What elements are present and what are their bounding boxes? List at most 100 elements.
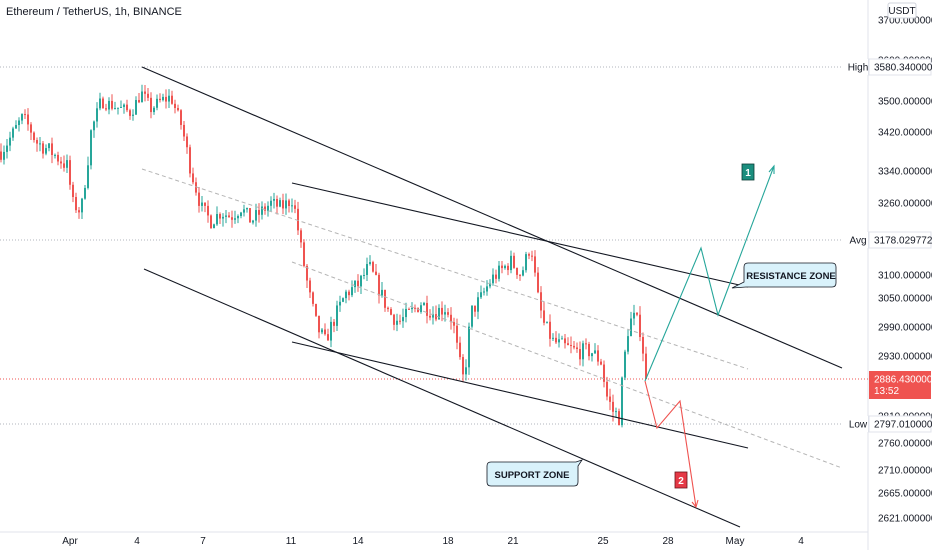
candle-body: [624, 351, 626, 378]
candle-body: [45, 148, 47, 154]
candle: [372, 260, 374, 273]
avg-tag-bg: [843, 232, 868, 249]
candle: [123, 103, 125, 114]
candle: [120, 100, 122, 108]
candle: [375, 263, 377, 276]
scenario-2-badge-bg: [674, 471, 688, 489]
price-tick-label: 3050.000000: [878, 294, 932, 305]
candle: [255, 203, 257, 227]
candle-body: [192, 173, 194, 183]
candle-body: [348, 291, 350, 296]
candle-body: [336, 305, 338, 326]
candle-body: [120, 106, 122, 108]
candle: [15, 120, 17, 129]
candle: [240, 211, 242, 219]
candle-body: [339, 301, 341, 306]
candle-body: [279, 200, 281, 207]
candle: [480, 285, 482, 300]
candle-body: [69, 160, 71, 185]
candle-body: [372, 262, 374, 272]
candle: [60, 156, 62, 169]
candle: [0, 143, 2, 163]
candle: [12, 126, 14, 141]
bullish-projection-path[interactable]: [644, 165, 775, 382]
avg-marker[interactable]: Avg 3178.029772: [843, 231, 932, 249]
candle-body: [498, 265, 500, 279]
candle-body: [369, 262, 371, 265]
candle: [429, 309, 431, 321]
candle-body: [264, 206, 266, 211]
candle: [555, 331, 557, 344]
candle: [102, 96, 104, 109]
candle: [327, 328, 329, 341]
candle: [189, 144, 191, 178]
candle: [288, 198, 290, 213]
candle: [297, 201, 299, 235]
candle-body: [93, 121, 95, 131]
scenario-1-label: 1: [745, 168, 751, 179]
candle-body: [312, 292, 314, 304]
candle-body: [78, 210, 80, 213]
candle: [627, 329, 629, 355]
candle-body: [525, 254, 527, 271]
candle: [447, 308, 449, 318]
candle: [72, 181, 74, 203]
high-marker[interactable]: High 3580.340000: [843, 58, 932, 76]
candle: [576, 342, 578, 353]
candle: [39, 136, 41, 152]
scenario-2-badge[interactable]: 2: [674, 471, 688, 489]
upper-channel-line[interactable]: [141, 66, 843, 369]
candle: [474, 305, 476, 317]
candle: [294, 199, 296, 214]
candle-body: [576, 347, 578, 350]
candle-body: [642, 336, 644, 354]
candle: [18, 117, 20, 132]
time-tick-label: 7: [200, 536, 206, 547]
low-marker[interactable]: Low 2797.010000: [843, 415, 932, 433]
candle-body: [129, 110, 131, 116]
candle: [150, 92, 152, 119]
candle-body: [414, 307, 416, 309]
last-price-bg: [869, 371, 931, 399]
currency-badge[interactable]: USDT: [887, 2, 917, 19]
candle: [57, 151, 59, 166]
bearish-projection-path[interactable]: [644, 380, 697, 508]
candle: [534, 250, 536, 277]
candle: [381, 281, 383, 298]
candle: [78, 207, 80, 219]
candle-body: [309, 280, 311, 293]
candle: [348, 289, 350, 301]
candle: [180, 109, 182, 130]
candle: [450, 307, 452, 330]
candle-body: [300, 230, 302, 243]
candle-body: [462, 357, 464, 375]
candle-body: [63, 163, 65, 168]
resistance-zone-label: RESISTANCE ZONE: [746, 271, 836, 282]
candle-body: [240, 212, 242, 217]
resistance-zone-callout[interactable]: RESISTANCE ZONE: [731, 262, 837, 289]
candle: [420, 302, 422, 314]
candle: [396, 313, 398, 332]
candle-body: [123, 104, 125, 107]
support-zone-callout[interactable]: SUPPORT ZONE: [486, 459, 583, 487]
scenario-1-badge[interactable]: 1: [741, 163, 755, 181]
candle-body: [342, 298, 344, 302]
bullish-projection-arrowhead: [768, 164, 775, 174]
candle: [99, 92, 101, 111]
candle-body: [186, 136, 188, 148]
candle-body: [213, 224, 215, 229]
candle: [639, 306, 641, 342]
candle-body: [585, 343, 587, 345]
inner-resistance-line[interactable]: [291, 182, 749, 288]
time-tick-label: 4: [798, 536, 804, 547]
candle: [522, 266, 524, 277]
lower-channel-line[interactable]: [143, 268, 741, 528]
candle-body: [267, 205, 269, 211]
time-tick-label: 25: [597, 536, 609, 547]
candle: [570, 336, 572, 354]
inner-support-line[interactable]: [291, 341, 749, 449]
candle-body: [540, 292, 542, 311]
candle: [267, 201, 269, 217]
